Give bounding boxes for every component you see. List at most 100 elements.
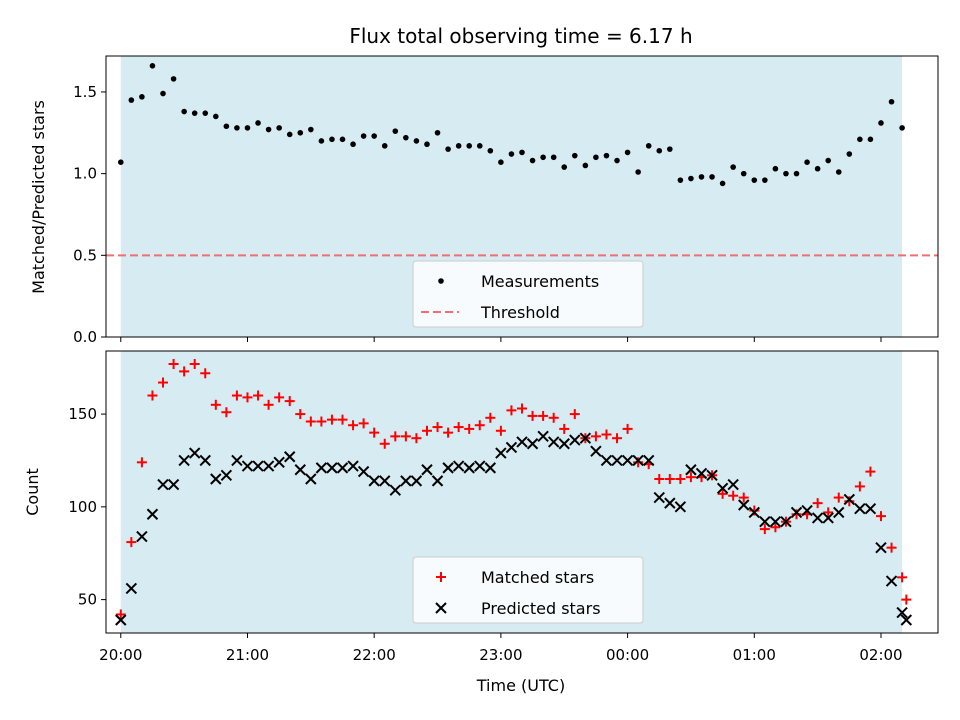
measurement-point	[561, 164, 568, 170]
matched-star-point	[400, 431, 411, 442]
legend: Matched stars Predicted stars	[412, 556, 644, 624]
measurement-point	[878, 120, 884, 126]
matched-star-point	[411, 433, 422, 444]
measurement-point	[804, 159, 810, 165]
measurement-point	[403, 134, 409, 141]
predicted-star-point	[642, 454, 655, 467]
predicted-star-point	[220, 469, 233, 482]
measurement-point	[519, 149, 525, 156]
x-tick-label: 00:00	[606, 646, 649, 664]
predicted-star-point	[294, 464, 306, 476]
matched-star-point	[421, 425, 432, 436]
matched-star-point	[559, 423, 570, 434]
predicted-star-point	[368, 475, 380, 487]
measurement-point	[783, 170, 789, 177]
predicted-star-point	[326, 462, 338, 474]
measurement-point	[740, 170, 747, 177]
predicted-star-point	[357, 465, 370, 478]
predicted-star-point	[547, 436, 560, 448]
plot-frame	[105, 350, 939, 634]
measurement-point	[762, 177, 768, 183]
measurement-point	[719, 180, 726, 187]
measurement-point	[751, 177, 758, 183]
predicted-star-point	[811, 512, 824, 524]
predicted-star-point	[241, 460, 254, 472]
matched-star-point	[126, 537, 137, 548]
predicted-star-point	[410, 475, 423, 487]
legend-box	[412, 556, 644, 624]
legend-label: Threshold	[480, 303, 560, 322]
y-tick-label: 50	[78, 591, 97, 609]
y-tick-label: 1.0	[73, 165, 97, 183]
matched-star-point	[495, 425, 506, 436]
predicted-star-point	[336, 462, 349, 474]
y-tick-label: 1.5	[73, 83, 97, 101]
measurement-point	[381, 143, 388, 149]
measurement-point	[709, 174, 715, 180]
measurement-point	[498, 159, 504, 165]
matched-star-point	[305, 416, 316, 427]
top-panel: 0.0 0.5 1.0 1.5 Measurements Threshold	[73, 55, 939, 346]
predicted-star-point	[822, 512, 834, 524]
measurement-point	[160, 90, 166, 97]
measurement-point	[413, 138, 420, 144]
y-axis-label-ratio: Matched/Predicted stars	[29, 100, 48, 294]
matched-star-point	[168, 358, 179, 369]
predicted-star-point	[157, 478, 169, 491]
predicted-star-point	[431, 475, 444, 487]
measurement-point	[667, 146, 673, 152]
measurement-point	[455, 143, 462, 149]
measurement-point	[835, 169, 842, 175]
matched-star-point	[253, 390, 264, 401]
data-marks	[115, 358, 913, 626]
matched-star-point	[443, 427, 454, 438]
measurement-point	[244, 125, 251, 131]
matched-star-point	[590, 431, 601, 442]
measurement-point	[730, 164, 736, 170]
predicted-star-point	[685, 464, 697, 476]
predicted-star-point	[558, 438, 570, 450]
matched-star-point	[601, 429, 612, 440]
predicted-star-point	[833, 506, 845, 519]
predicted-star-point	[188, 447, 201, 459]
predicted-star-point	[885, 575, 898, 587]
legend-label: Predicted stars	[481, 599, 601, 618]
measurement-point	[318, 138, 325, 144]
measurement-point	[350, 141, 356, 148]
matched-star-point	[685, 472, 696, 483]
matched-star-point	[675, 474, 686, 485]
measurement-point	[213, 113, 219, 120]
measurement-point	[392, 128, 399, 134]
legend-label: Measurements	[481, 272, 599, 291]
matched-star-point	[886, 542, 897, 553]
predicted-star-point	[452, 460, 465, 472]
predicted-star-point	[284, 451, 296, 463]
legend-entry: Predicted stars	[435, 599, 601, 618]
predicted-star-point	[716, 482, 729, 494]
matched-star-point	[390, 431, 401, 442]
matched-star-point	[231, 390, 242, 401]
matched-star-point	[189, 358, 200, 369]
data-marks	[106, 63, 938, 257]
x-tick-label: 23:00	[479, 646, 522, 664]
legend-marker	[436, 572, 446, 582]
matched-star-point	[854, 481, 865, 492]
matched-star-point	[210, 399, 221, 410]
measurement-point	[793, 170, 800, 177]
measurement-point	[424, 141, 430, 148]
predicted-star-point	[389, 484, 402, 496]
predicted-star-point	[790, 506, 803, 519]
predicted-star-point	[252, 460, 264, 472]
matched-star-point	[770, 522, 781, 533]
bottom-panel: 20:00 21:00 22:00 23:00 00:00 01:00 02:00 50 100…	[68, 350, 939, 664]
matched-star-point	[812, 498, 823, 509]
predicted-star-point	[600, 454, 613, 467]
matched-star-point	[221, 407, 232, 418]
matched-star-point	[633, 457, 644, 468]
measurement-point	[371, 133, 377, 139]
measurement-point	[297, 129, 304, 136]
matched-star-point	[622, 423, 633, 434]
matched-star-point	[844, 496, 855, 507]
measurement-point	[128, 97, 135, 103]
predicted-star-point	[463, 462, 475, 474]
